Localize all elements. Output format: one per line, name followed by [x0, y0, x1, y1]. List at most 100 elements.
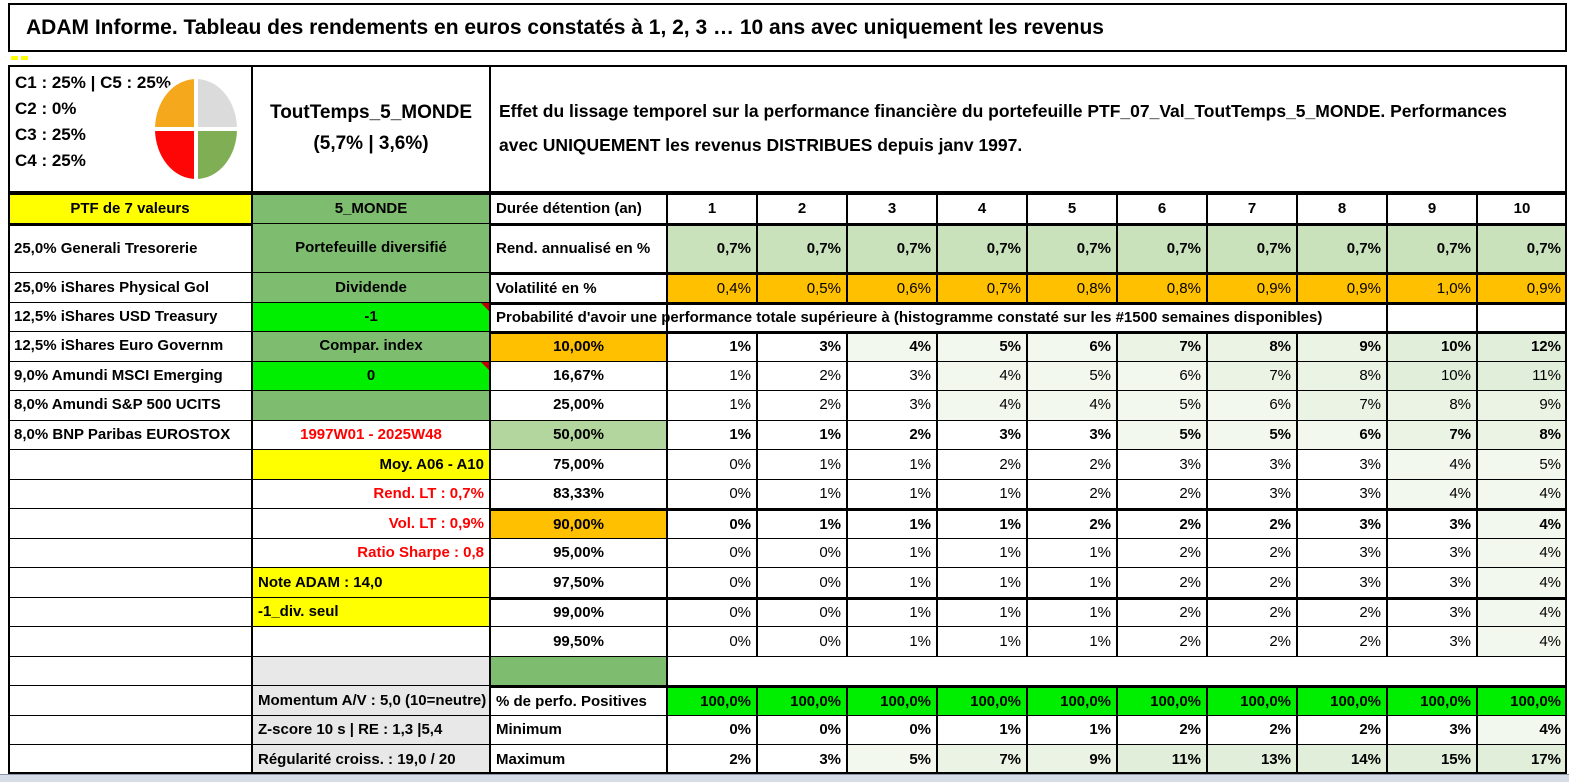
prob-value-cell[interactable]: 1% — [847, 626, 937, 657]
summary-value-cell[interactable]: 7% — [937, 744, 1027, 775]
summary-value-cell[interactable]: 100,0% — [1117, 685, 1207, 716]
middle-cell[interactable]: Vol. LT : 0,9% — [252, 508, 490, 539]
prob-value-cell[interactable]: 2% — [1297, 596, 1387, 628]
prob-value-cell[interactable]: 0% — [667, 596, 757, 628]
prob-value-cell[interactable]: 4% — [1387, 478, 1477, 510]
prob-value-cell[interactable]: 1% — [847, 508, 937, 539]
middle-cell[interactable] — [252, 390, 490, 421]
prob-value-cell[interactable]: 1% — [847, 567, 937, 598]
prob-value-cell[interactable]: 1% — [757, 449, 847, 480]
empty-cell[interactable] — [8, 714, 252, 746]
duration-header-cell[interactable]: 8 — [1297, 192, 1387, 224]
summary-value-cell[interactable]: 2% — [1117, 714, 1207, 746]
duration-header-cell[interactable]: 5 — [1027, 192, 1117, 224]
spacer-green-cell[interactable] — [490, 655, 667, 687]
prob-value-cell[interactable]: 2% — [1027, 508, 1117, 539]
summary-label-cell[interactable]: Minimum — [490, 714, 667, 746]
duration-header-cell[interactable]: 3 — [847, 192, 937, 224]
prob-threshold-cell[interactable]: 83,33% — [490, 478, 667, 510]
prob-value-cell[interactable]: 1% — [847, 596, 937, 628]
prob-value-cell[interactable]: 2% — [757, 360, 847, 392]
prob-value-cell[interactable]: 4% — [847, 331, 937, 362]
prob-value-cell[interactable]: 12% — [1477, 331, 1567, 362]
prob-value-cell[interactable]: 2% — [1207, 596, 1297, 628]
duration-header-label[interactable]: Durée détention (an) — [490, 192, 667, 224]
middle-cell[interactable]: Z-score 10 s | RE : 1,3 |5,4 — [252, 714, 490, 746]
summary-value-cell[interactable]: 100,0% — [847, 685, 937, 716]
prob-value-cell[interactable]: 1% — [1027, 626, 1117, 657]
prob-value-cell[interactable]: 0% — [757, 596, 847, 628]
prob-value-cell[interactable]: 3% — [1387, 567, 1477, 598]
middle-cell[interactable]: Moy. A06 - A10 — [252, 449, 490, 480]
prob-value-cell[interactable]: 5% — [1117, 419, 1207, 451]
prob-value-cell[interactable]: 0% — [667, 567, 757, 598]
summary-value-cell[interactable]: 13% — [1207, 744, 1297, 775]
allocation-pie-chart[interactable] — [151, 75, 241, 183]
prob-threshold-cell[interactable]: 50,00% — [490, 419, 667, 451]
middle-cell[interactable]: Dividende — [252, 272, 490, 303]
summary-value-cell[interactable]: 100,0% — [1477, 685, 1567, 716]
empty-cell[interactable] — [1387, 302, 1477, 332]
prob-value-cell[interactable]: 3% — [1297, 567, 1387, 598]
metric-value-cell[interactable]: 0,7% — [1297, 223, 1387, 273]
prob-value-cell[interactable]: 2% — [1117, 537, 1207, 569]
empty-cell[interactable] — [8, 449, 252, 480]
prob-value-cell[interactable]: 1% — [757, 478, 847, 510]
middle-cell[interactable]: Rend. LT : 0,7% — [252, 478, 490, 510]
prob-value-cell[interactable]: 1% — [1027, 567, 1117, 598]
duration-header-cell[interactable]: 7 — [1207, 192, 1297, 224]
metric-value-cell[interactable]: 0,7% — [937, 272, 1027, 303]
prob-value-cell[interactable]: 1% — [757, 508, 847, 539]
middle-cell[interactable]: Note ADAM : 14,0 — [252, 567, 490, 598]
prob-value-cell[interactable]: 7% — [1207, 360, 1297, 392]
summary-label-cell[interactable]: Maximum — [490, 744, 667, 775]
summary-value-cell[interactable]: 100,0% — [757, 685, 847, 716]
empty-cell[interactable] — [1477, 302, 1567, 332]
prob-value-cell[interactable]: 4% — [1477, 626, 1567, 657]
middle-cell[interactable]: Momentum A/V : 5,0 (10=neutre) — [252, 685, 490, 716]
summary-value-cell[interactable]: 100,0% — [1027, 685, 1117, 716]
duration-header-cell[interactable]: 4 — [937, 192, 1027, 224]
prob-value-cell[interactable]: 3% — [847, 390, 937, 421]
prob-value-cell[interactable]: 4% — [937, 390, 1027, 421]
metric-value-cell[interactable]: 0,7% — [1027, 223, 1117, 273]
prob-threshold-cell[interactable]: 10,00% — [490, 331, 667, 362]
prob-threshold-cell[interactable]: 75,00% — [490, 449, 667, 480]
middle-cell[interactable] — [252, 626, 490, 657]
prob-value-cell[interactable]: 3% — [1297, 508, 1387, 539]
empty-cell[interactable] — [8, 744, 252, 775]
summary-value-cell[interactable]: 2% — [667, 744, 757, 775]
probability-header-cell[interactable]: Probabilité d'avoir une performance tota… — [490, 302, 1387, 332]
prob-value-cell[interactable]: 5% — [1207, 419, 1297, 451]
prob-value-cell[interactable]: 11% — [1477, 360, 1567, 392]
allocation-cell[interactable]: C1 : 25% | C5 : 25% C2 : 0% C3 : 25% C4 … — [8, 65, 252, 192]
title-bar[interactable]: ADAM Informe. Tableau des rendements en … — [8, 3, 1567, 52]
metric-value-cell[interactable]: 0,8% — [1117, 272, 1207, 303]
duration-header-cell[interactable]: 9 — [1387, 192, 1477, 224]
prob-value-cell[interactable]: 3% — [1207, 478, 1297, 510]
prob-value-cell[interactable]: 3% — [1387, 626, 1477, 657]
prob-value-cell[interactable]: 3% — [1117, 449, 1207, 480]
metric-value-cell[interactable]: 0,7% — [1477, 223, 1567, 273]
summary-value-cell[interactable]: 2% — [1207, 714, 1297, 746]
prob-value-cell[interactable]: 1% — [847, 449, 937, 480]
prob-value-cell[interactable]: 4% — [1477, 478, 1567, 510]
metric-value-cell[interactable]: 0,9% — [1207, 272, 1297, 303]
prob-value-cell[interactable]: 0% — [667, 478, 757, 510]
empty-cell[interactable] — [8, 537, 252, 569]
middle-cell[interactable]: 1997W01 - 2025W48 — [252, 419, 490, 451]
holding-cell[interactable]: 8,0% Amundi S&P 500 UCITS — [8, 390, 252, 421]
prob-value-cell[interactable]: 1% — [667, 360, 757, 392]
prob-value-cell[interactable]: 7% — [1117, 331, 1207, 362]
summary-value-cell[interactable]: 100,0% — [667, 685, 757, 716]
prob-value-cell[interactable]: 3% — [757, 331, 847, 362]
prob-value-cell[interactable]: 0% — [667, 626, 757, 657]
middle-cell[interactable]: -1_div. seul — [252, 596, 490, 628]
prob-value-cell[interactable]: 3% — [1387, 596, 1477, 628]
prob-value-cell[interactable]: 2% — [1117, 626, 1207, 657]
prob-value-cell[interactable]: 1% — [667, 331, 757, 362]
middle-cell[interactable]: -1 — [252, 302, 490, 332]
middle-cell[interactable]: Compar. index — [252, 331, 490, 362]
prob-value-cell[interactable]: 2% — [1117, 508, 1207, 539]
prob-value-cell[interactable]: 10% — [1387, 360, 1477, 392]
